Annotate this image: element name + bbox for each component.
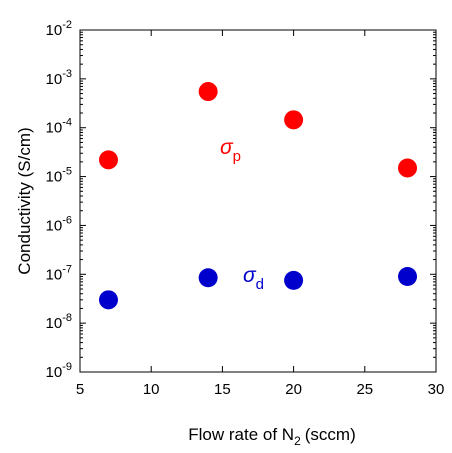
x-axis-title-main: Flow rate of N [188, 425, 294, 444]
data-point-p-0 [98, 150, 118, 170]
plot-frame [79, 29, 437, 373]
x-tick-label-30: 30 [428, 381, 445, 398]
series-label-sigma-p-symbol: σ [220, 136, 234, 159]
data-point-d-0 [98, 290, 118, 310]
y-tick-label-0: 10-9 [46, 361, 72, 381]
x-tick-label-15: 15 [214, 381, 231, 398]
data-point-p-1 [198, 82, 218, 102]
marks-layer [98, 82, 418, 310]
y-tick-label-6: 10-3 [46, 68, 72, 88]
ticks-layer: 5 10 15 20 25 30 10-9 10-8 10-7 10-6 10-5 10-4 10-3 1… [46, 19, 445, 398]
x-axis-title-suffix: (sccm) [305, 425, 356, 444]
y-axis-title: Conductivity (S/cm) [15, 127, 34, 274]
x-tick-label-25: 25 [356, 381, 373, 398]
x-tick-label-20: 20 [285, 381, 302, 398]
series-label-sigma-d-symbol: σ [243, 264, 257, 287]
y-tick-label-3: 10-6 [46, 214, 72, 234]
data-point-d-2 [284, 270, 304, 290]
y-tick-label-1: 10-8 [46, 312, 72, 332]
series-label-sigma-d: σd [243, 264, 264, 293]
data-point-p-3 [398, 158, 418, 178]
data-point-d-3 [398, 267, 418, 287]
x-tick-label-10: 10 [143, 381, 160, 398]
series-label-sigma-p-sub: p [233, 148, 241, 165]
series-label-sigma-d-sub: d [256, 276, 264, 293]
y-tick-label-2: 10-7 [46, 263, 72, 283]
y-tick-label-7: 10-2 [46, 19, 72, 39]
y-tick-label-4: 10-5 [46, 166, 72, 186]
data-point-p-2 [284, 110, 304, 130]
x-tick-label-5: 5 [76, 381, 84, 398]
y-tick-label-5: 10-4 [46, 117, 72, 137]
x-axis-title: Flow rate of N2 (sccm) [188, 425, 355, 448]
x-axis-title-subscript: 2 [294, 434, 301, 448]
series-label-sigma-p: σp [220, 136, 241, 165]
data-point-d-1 [198, 268, 218, 288]
